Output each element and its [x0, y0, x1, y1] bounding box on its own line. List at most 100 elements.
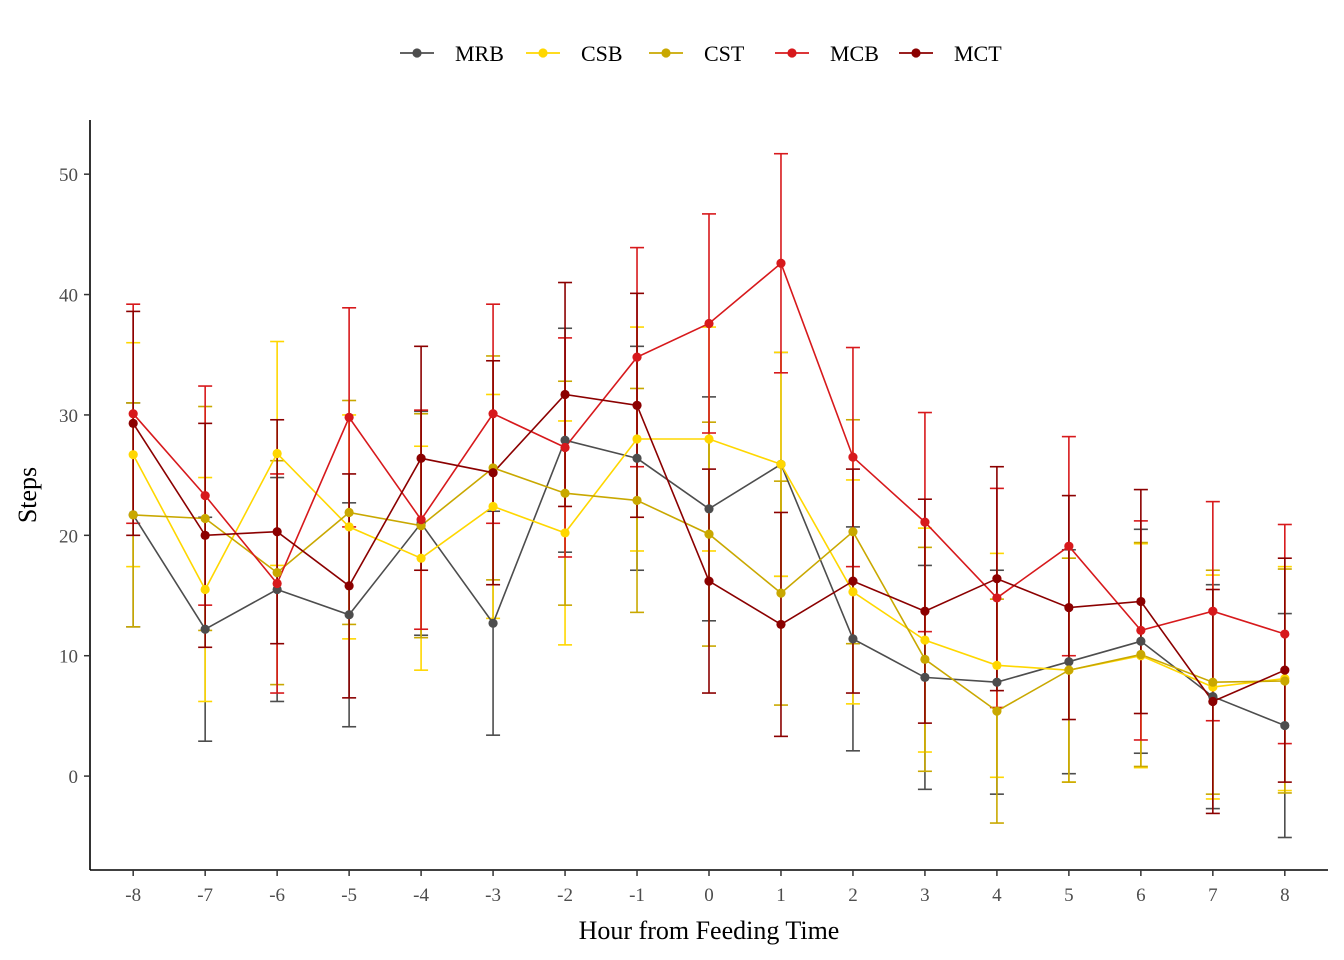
x-tick-label: -2	[557, 885, 573, 906]
data-point-mrb	[632, 453, 642, 463]
data-point-csb	[128, 450, 138, 460]
data-point-mcb	[1064, 541, 1074, 551]
data-point-mct	[416, 453, 426, 463]
series-points	[128, 258, 1290, 731]
x-ticks: -8 -7 -6 -5 -4 -3 -2 -1 0 1 2 3 4 5 6 7 8	[125, 870, 1290, 906]
data-point-mcb	[560, 442, 570, 453]
x-tick-label: 7	[1208, 885, 1218, 906]
x-tick-label: 1	[776, 885, 786, 906]
data-point-csb	[416, 553, 426, 563]
data-point-mrb	[1280, 720, 1290, 731]
data-point-mcb	[992, 593, 1002, 603]
data-point-mrb	[560, 435, 570, 445]
data-point-cst	[1208, 677, 1218, 687]
data-point-mcb	[344, 412, 354, 422]
data-point-mcb	[1280, 629, 1290, 639]
data-point-cst	[272, 568, 282, 578]
data-point-mct	[992, 574, 1002, 584]
data-point-mrb	[1136, 636, 1146, 646]
data-point-mct	[704, 576, 714, 586]
x-tick-label: -8	[125, 885, 141, 906]
data-point-mcb	[704, 318, 714, 329]
x-tick-label: 4	[992, 885, 1002, 906]
data-point-csb	[344, 522, 354, 532]
x-tick-label: -1	[629, 885, 645, 906]
data-point-cst	[1064, 665, 1074, 675]
y-tick-label: 40	[59, 286, 78, 307]
data-point-mct	[920, 606, 930, 616]
x-tick-label: 3	[920, 885, 930, 906]
data-point-mcb	[200, 491, 210, 501]
x-tick-label: 2	[848, 885, 858, 906]
error-bars	[126, 152, 1292, 839]
legend-label-mrb: MRB	[455, 41, 504, 66]
x-tick-label: -4	[413, 885, 429, 906]
data-point-mcb	[416, 515, 426, 525]
data-point-mcb	[128, 409, 138, 419]
data-point-cst	[704, 529, 714, 539]
data-point-mct	[848, 576, 858, 586]
y-tick-label: 30	[59, 406, 78, 427]
data-point-csb	[704, 434, 714, 444]
data-point-mcb	[632, 352, 642, 362]
data-point-mcb	[920, 517, 930, 527]
legend-label-mcb: MCB	[830, 41, 879, 66]
data-point-mrb	[848, 634, 858, 644]
legend-label-cst: CST	[704, 41, 745, 66]
data-point-mrb	[344, 610, 354, 620]
data-point-mcb	[848, 452, 858, 462]
y-tick-label: 0	[69, 767, 79, 788]
data-point-mrb	[920, 672, 930, 682]
data-point-mct	[1280, 665, 1290, 675]
legend-marker-mcb	[787, 48, 797, 58]
data-point-mrb	[488, 618, 498, 628]
data-point-cst	[632, 495, 642, 506]
data-point-csb	[488, 501, 498, 512]
data-point-mct	[128, 418, 138, 428]
data-point-mrb	[704, 504, 714, 514]
data-point-cst	[344, 507, 354, 518]
data-point-mrb	[200, 624, 210, 634]
x-tick-label: -6	[269, 885, 285, 906]
data-point-mrb	[1064, 657, 1074, 667]
x-tick-label: -7	[197, 885, 213, 906]
data-point-mct	[344, 581, 354, 591]
x-tick-label: 8	[1280, 885, 1290, 906]
data-point-mct	[1208, 696, 1218, 707]
data-point-mct	[776, 619, 786, 630]
data-point-cst	[1280, 676, 1290, 686]
data-point-csb	[920, 635, 930, 645]
data-point-csb	[776, 459, 786, 469]
data-point-cst	[920, 654, 930, 664]
data-point-cst	[1136, 649, 1146, 660]
x-axis-title: Hour from Feeding Time	[579, 916, 840, 945]
x-tick-label: -5	[341, 885, 357, 906]
legend: MRB CSB CST MCB MCT	[400, 41, 1002, 66]
data-point-mcb	[272, 578, 282, 589]
data-point-mct	[1064, 602, 1074, 613]
data-point-mct	[632, 400, 642, 410]
legend-marker-csb	[538, 48, 548, 58]
data-point-cst	[992, 706, 1002, 716]
data-point-mcb	[1208, 606, 1218, 616]
data-point-csb	[200, 584, 210, 595]
legend-marker-mrb	[412, 48, 422, 58]
data-point-mcb	[1136, 625, 1146, 636]
data-point-mcb	[488, 409, 498, 419]
legend-marker-mct	[911, 48, 921, 58]
y-tick-label: 10	[59, 647, 78, 668]
data-point-mcb	[776, 258, 786, 268]
data-point-csb	[848, 587, 858, 597]
data-point-cst	[848, 527, 858, 537]
data-point-cst	[200, 513, 210, 524]
y-ticks: 0 10 20 30 40 50	[59, 165, 90, 788]
y-tick-label: 50	[59, 165, 78, 186]
x-tick-label: 6	[1136, 885, 1146, 906]
data-point-mct	[560, 389, 570, 400]
data-point-csb	[272, 448, 282, 459]
legend-marker-cst	[661, 48, 671, 58]
data-point-mct	[272, 527, 282, 537]
data-point-csb	[992, 660, 1002, 670]
x-tick-label: 0	[704, 885, 714, 906]
data-point-cst	[128, 510, 138, 520]
